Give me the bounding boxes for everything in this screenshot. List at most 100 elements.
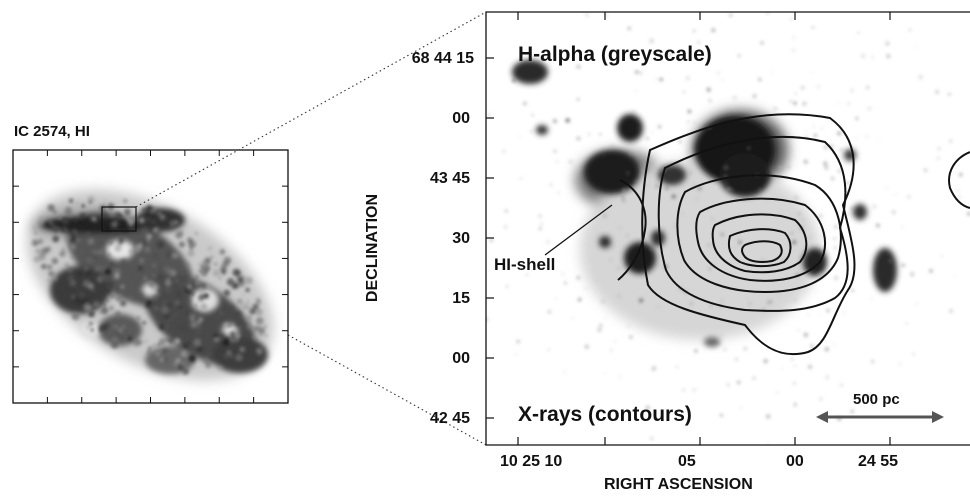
halpha-speckle <box>792 49 795 52</box>
hi-speckle <box>110 263 114 267</box>
hi-speckle <box>141 207 146 212</box>
halpha-speckle <box>790 18 793 21</box>
scale-bar <box>816 411 944 423</box>
hi-speckle <box>264 323 267 326</box>
halpha-speckle <box>609 145 614 149</box>
hi-speckle <box>237 277 244 283</box>
halpha-speckle <box>794 298 797 302</box>
halpha-speckle <box>693 121 696 124</box>
halpha-speckle <box>790 357 794 361</box>
halpha-speckle <box>645 405 650 410</box>
halpha-speckle <box>801 218 805 222</box>
halpha-speckle <box>621 248 624 251</box>
hi-speckle <box>226 350 232 355</box>
halpha-speckle <box>656 304 661 309</box>
halpha-speckle <box>519 177 523 180</box>
hi-speckle <box>60 228 66 234</box>
halpha-speckle <box>918 74 923 80</box>
hi-speckle <box>152 294 158 300</box>
halpha-speckle <box>726 186 731 191</box>
hi-speckle <box>110 341 119 349</box>
hi-speckle <box>148 280 153 285</box>
halpha-speckle <box>865 394 869 399</box>
halpha-speckle <box>599 133 602 136</box>
hi-speckle <box>197 295 205 303</box>
hi-speckle <box>187 249 195 257</box>
hi-speckle <box>187 237 193 243</box>
halpha-speckle <box>720 233 724 236</box>
halpha-speckle <box>728 110 730 112</box>
halpha-speckle <box>616 266 621 271</box>
hi-speckle <box>91 288 96 292</box>
halpha-speckle <box>826 308 830 313</box>
hi-speckle <box>89 292 93 296</box>
hi-speckle <box>196 330 201 335</box>
y-axis-title: DECLINATION <box>364 193 381 303</box>
y-tick-label: 43 45 <box>429 170 470 187</box>
hi-speckle <box>181 361 186 366</box>
halpha-speckle <box>929 269 933 273</box>
hi-speckle <box>86 326 89 329</box>
halpha-speckle <box>850 409 854 413</box>
xray-contour-4 <box>695 197 826 282</box>
halpha-speckle <box>940 255 943 257</box>
hi-speckle <box>223 289 231 297</box>
halpha-speckle <box>857 31 860 34</box>
halpha-speckle <box>823 161 828 166</box>
halpha-speckle <box>793 382 796 385</box>
hi-speckle <box>108 240 113 245</box>
halpha-speckle <box>547 348 550 351</box>
halpha-speckle <box>561 272 565 276</box>
halpha-speckle <box>646 137 649 140</box>
hi-speckle <box>174 338 181 345</box>
halpha-speckle <box>723 347 727 352</box>
hi-speckle <box>245 315 253 322</box>
halpha-speckle <box>633 110 636 112</box>
hi-speckle <box>255 317 264 325</box>
hi-speckle <box>71 230 76 235</box>
hi-speckle <box>260 348 264 352</box>
halpha-speckle <box>866 85 870 89</box>
hi-speckle <box>152 264 156 268</box>
hi-speckle <box>146 233 152 240</box>
halpha-speckle <box>766 199 768 202</box>
halpha-speckle <box>504 209 508 213</box>
hi-speckle <box>154 306 159 311</box>
halpha-speckle <box>689 302 693 306</box>
halpha-speckle <box>799 256 802 259</box>
halpha-speckle <box>935 89 940 94</box>
hi-speckle <box>162 348 168 354</box>
hi-speckle <box>68 277 73 282</box>
halpha-speckle <box>823 145 828 150</box>
hi-speckle <box>166 251 174 259</box>
halpha-speckle <box>800 85 805 90</box>
hi-speckle <box>176 292 181 296</box>
hi-speckle <box>220 336 225 341</box>
hi-speckle <box>255 308 263 316</box>
hi-speckle <box>167 219 170 222</box>
hi-speckle <box>245 287 250 293</box>
hi-speckle <box>184 262 190 268</box>
hi-speckle <box>82 279 91 288</box>
halpha-speckle <box>885 187 888 189</box>
halpha-speckle <box>843 312 845 314</box>
hi-speckle <box>264 334 268 337</box>
halpha-speckle <box>812 125 815 128</box>
halpha-speckle <box>675 365 679 369</box>
hi-speckle <box>156 210 162 216</box>
halpha-greyscale-image <box>486 12 970 445</box>
hi-speckle <box>223 322 229 328</box>
halpha-speckle <box>694 349 698 353</box>
halpha-speckle <box>729 14 732 17</box>
hi-speckle <box>115 294 123 302</box>
hi-speckle <box>156 240 165 249</box>
hi-speckle <box>246 300 250 304</box>
hi-speckle <box>106 289 112 296</box>
halpha-speckle <box>554 298 557 300</box>
halpha-speckle <box>506 285 509 288</box>
halpha-speckle <box>793 36 795 39</box>
hi-speckle <box>245 276 253 285</box>
hi-speckle <box>235 310 242 316</box>
hi-speckle <box>252 335 256 340</box>
hi-speckle <box>152 273 157 278</box>
